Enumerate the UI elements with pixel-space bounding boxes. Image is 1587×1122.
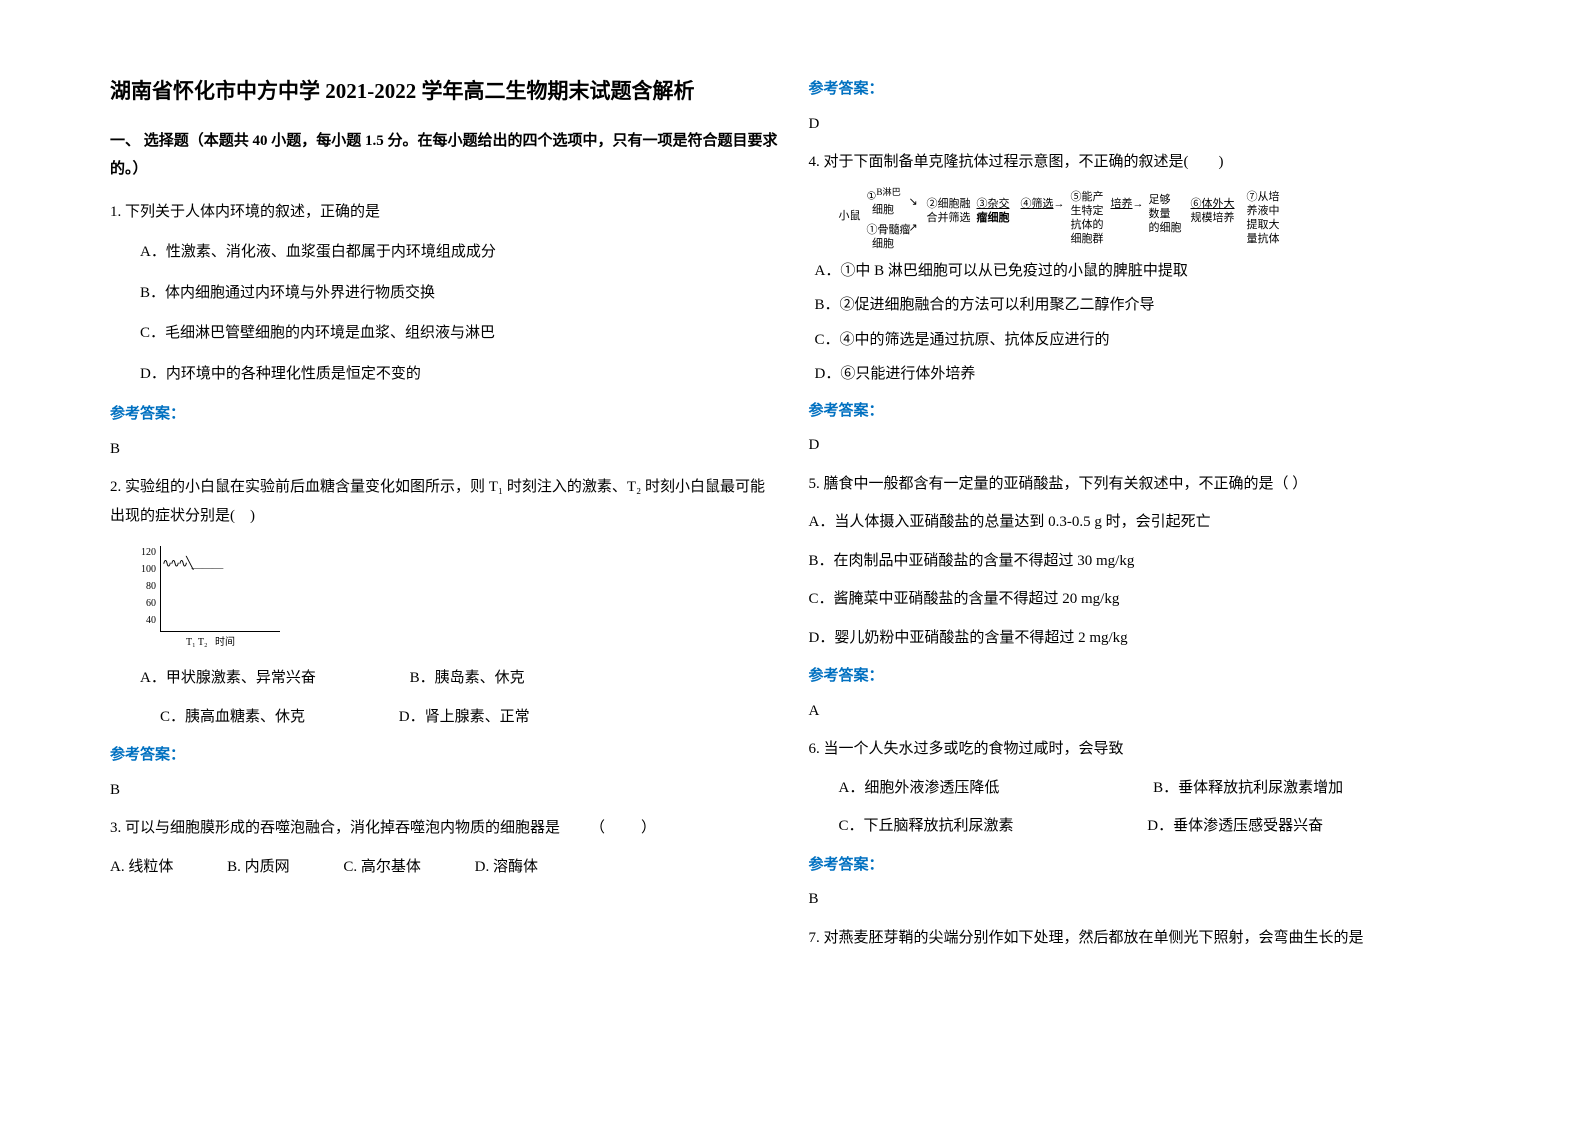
ytick-40: 40 bbox=[136, 612, 156, 629]
diag-fusion: ②细胞融合并筛选 bbox=[927, 197, 971, 226]
q6-row-2: C．下丘脑释放抗利尿激素 D．垂体渗透压感受器兴奋 bbox=[809, 812, 1478, 841]
q3-stem-text: 3. 可以与细胞膜形成的吞噬泡融合，消化掉吞噬泡内物质的细胞器是 bbox=[110, 820, 560, 836]
diag-arrow-1: ↘ bbox=[909, 195, 918, 209]
q4-answer-label: 参考答案： bbox=[809, 397, 1478, 426]
q2-options-row-2: C．胰高血糖素、休克 D．肾上腺素、正常 bbox=[110, 703, 779, 732]
left-column: 湖南省怀化市中方中学 2021-2022 学年高二生物期末试题含解析 一、 选择… bbox=[95, 75, 794, 1082]
diag-culture: 培养→ bbox=[1111, 197, 1144, 211]
diag-myeloma: ①骨髓瘤 细胞 bbox=[867, 223, 911, 252]
q5-option-c: C．酱腌菜中亚硝酸盐的含量不得超过 20 mg/kg bbox=[809, 585, 1478, 614]
diag-screen: ④筛选→ bbox=[1021, 197, 1065, 211]
diag-mouse: 小鼠 bbox=[839, 209, 861, 223]
q1-answer-label: 参考答案： bbox=[110, 400, 779, 429]
q4-stem: 4. 对于下面制备单克隆抗体过程示意图，不正确的叙述是( ) bbox=[809, 148, 1478, 177]
q4-answer: D bbox=[809, 431, 1478, 460]
diag-enough: 足够数量的细胞 bbox=[1149, 193, 1182, 236]
q2-option-d: D．肾上腺素、正常 bbox=[399, 709, 530, 725]
q5-answer: A bbox=[809, 697, 1478, 726]
q5-option-a: A．当人体摄入亚硝酸盐的总量达到 0.3-0.5 g 时，会引起死亡 bbox=[809, 508, 1478, 537]
q1-stem: 1. 下列关于人体内环境的叙述，正确的是 bbox=[110, 198, 779, 227]
ytick-80: 80 bbox=[136, 578, 156, 595]
q6-row-1: A．细胞外液渗透压降低 B．垂体释放抗利尿激素增加 bbox=[809, 774, 1478, 803]
q3-options-row: A. 线粒体 B. 内质网 C. 高尔基体 D. 溶酶体 bbox=[110, 853, 779, 882]
t-marker-text: T₁ T₂ bbox=[186, 637, 208, 648]
q2-option-c: C．胰高血糖素、休克 bbox=[160, 703, 305, 732]
q2-chart-t-labels: T₁ T₂ 时间 bbox=[186, 633, 235, 652]
q2-answer: B bbox=[110, 776, 779, 805]
q4-diagram: 小鼠 ①B淋巴 细胞 ①骨髓瘤 细胞 ↘ ↗ ②细胞融合并筛选 ③杂交瘤细胞 ④… bbox=[839, 187, 1359, 249]
q6-option-b: B．垂体释放抗利尿激素增加 bbox=[1153, 780, 1343, 796]
q2-option-b: B．胰岛素、休克 bbox=[410, 670, 525, 686]
q3-option-d: D. 溶酶体 bbox=[475, 853, 538, 882]
q2-answer-label: 参考答案： bbox=[110, 741, 779, 770]
ytick-60: 60 bbox=[136, 595, 156, 612]
q1-option-a: A．性激素、消化液、血浆蛋白都属于内环境组成成分 bbox=[140, 238, 779, 267]
q5-option-b: B．在肉制品中亚硝酸盐的含量不得超过 30 mg/kg bbox=[809, 547, 1478, 576]
q4-option-a: A．①中 B 淋巴细胞可以从已免疫过的小鼠的脾脏中提取 bbox=[815, 257, 1478, 286]
q3-blank: （ ） bbox=[590, 820, 658, 836]
q3-answer-label: 参考答案： bbox=[809, 75, 1478, 104]
diag-producer: ⑤能产生特定抗体的细胞群 bbox=[1071, 190, 1104, 247]
q2-stem: 2. 实验组的小白鼠在实验前后血糖含量变化如图所示，则 T₁ 时刻注入的激素、T… bbox=[110, 473, 779, 530]
q1-answer: B bbox=[110, 435, 779, 464]
q6-answer: B bbox=[809, 885, 1478, 914]
q6-option-a: A．细胞外液渗透压降低 bbox=[839, 774, 1000, 803]
xlabel-text: 时间 bbox=[215, 637, 235, 648]
q2-chart-line: ∿∿∿╲＿＿＿ bbox=[162, 552, 221, 575]
q2-chart-yticks: 120 100 80 60 40 bbox=[136, 544, 156, 629]
q6-option-d: D．垂体渗透压感受器兴奋 bbox=[1147, 818, 1323, 834]
q5-option-d: D．婴儿奶粉中亚硝酸盐的含量不得超过 2 mg/kg bbox=[809, 624, 1478, 653]
diag-arrow-2: ↗ bbox=[909, 221, 918, 235]
q4-option-c: C．④中的筛选是通过抗原、抗体反应进行的 bbox=[815, 326, 1478, 355]
ytick-100: 100 bbox=[136, 561, 156, 578]
q3-option-a: A. 线粒体 bbox=[110, 853, 173, 882]
q5-stem: 5. 膳食中一般都含有一定量的亚硝酸盐，下列有关叙述中，不正确的是（ ） bbox=[809, 470, 1478, 499]
q4-option-b: B．②促进细胞融合的方法可以利用聚乙二醇作介导 bbox=[815, 291, 1478, 320]
q2-option-a: A．甲状腺激素、异常兴奋 bbox=[140, 664, 316, 693]
q4-option-d: D．⑥只能进行体外培养 bbox=[815, 360, 1478, 389]
diag-hybrid: ③杂交瘤细胞 bbox=[977, 197, 1010, 226]
q6-option-c: C．下丘脑释放抗利尿激素 bbox=[839, 812, 1014, 841]
q6-stem: 6. 当一个人失水过多或吃的食物过咸时，会导致 bbox=[809, 735, 1478, 764]
q1-option-d: D．内环境中的各种理化性质是恒定不变的 bbox=[140, 360, 779, 389]
q2-chart: 120 100 80 60 40 ∿∿∿╲＿＿＿ T₁ T₂ 时间 bbox=[136, 540, 296, 650]
q2-options-row-1: A．甲状腺激素、异常兴奋 B．胰岛素、休克 bbox=[110, 664, 779, 693]
page-title: 湖南省怀化市中方中学 2021-2022 学年高二生物期末试题含解析 bbox=[110, 75, 779, 109]
q5-answer-label: 参考答案： bbox=[809, 662, 1478, 691]
diag-extract: ⑦从培养液中提取大量抗体 bbox=[1247, 190, 1280, 247]
q3-option-c: C. 高尔基体 bbox=[343, 853, 421, 882]
q3-answer: D bbox=[809, 110, 1478, 139]
ytick-120: 120 bbox=[136, 544, 156, 561]
right-column: 参考答案： D 4. 对于下面制备单克隆抗体过程示意图，不正确的叙述是( ) 小… bbox=[794, 75, 1493, 1082]
section-1-header: 一、 选择题（本题共 40 小题，每小题 1.5 分。在每小题给出的四个选项中，… bbox=[110, 127, 779, 184]
q3-stem: 3. 可以与细胞膜形成的吞噬泡融合，消化掉吞噬泡内物质的细胞器是 （ ） bbox=[110, 814, 779, 843]
diag-bcell: ①B淋巴 细胞 bbox=[867, 187, 901, 218]
q3-option-b: B. 内质网 bbox=[227, 853, 290, 882]
q7-stem: 7. 对燕麦胚芽鞘的尖端分别作如下处理，然后都放在单侧光下照射，会弯曲生长的是 bbox=[809, 924, 1478, 953]
diag-largescale: ⑥体外大规模培养 bbox=[1191, 197, 1235, 226]
q1-option-c: C．毛细淋巴管壁细胞的内环境是血浆、组织液与淋巴 bbox=[140, 319, 779, 348]
q6-answer-label: 参考答案： bbox=[809, 851, 1478, 880]
q1-option-b: B．体内细胞通过内环境与外界进行物质交换 bbox=[140, 279, 779, 308]
